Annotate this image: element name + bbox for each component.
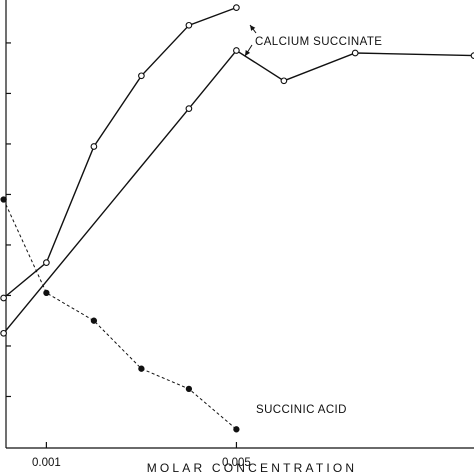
annotation-calcium-succinate: CALCIUM SUCCINATE: [255, 36, 382, 48]
series-line: [3, 199, 237, 430]
data-point: [185, 105, 193, 112]
data-point: [0, 294, 7, 302]
annotation-succinic-acid: SUCCINIC ACID: [256, 404, 347, 416]
data-point: [470, 52, 474, 59]
data-point: [0, 196, 7, 203]
y-ticks: [6, 42, 11, 398]
x-tick-label: 0.001: [32, 457, 61, 469]
data-point: [43, 289, 50, 297]
data-point: [233, 426, 240, 433]
axes: [5, 0, 474, 449]
series-line: [3, 49, 474, 334]
data-point: [138, 72, 145, 80]
series-1: [0, 47, 474, 337]
data-point: [0, 329, 7, 337]
data-point: [90, 143, 98, 150]
data-point: [233, 4, 240, 11]
series-line: [3, 6, 237, 299]
data-point: [351, 49, 359, 57]
x-ticks: 0.001 0.005: [32, 442, 251, 469]
annotation-layer: CALCIUM SUCCINATE SUCCINIC ACID: [244, 24, 382, 416]
x-tick-label: 0.005: [222, 457, 251, 469]
data-point: [90, 317, 98, 324]
data-point: [233, 47, 240, 54]
series-layer: [0, 4, 474, 433]
data-point: [138, 365, 145, 372]
data-point: [185, 21, 193, 29]
data-point: [43, 259, 50, 266]
series-2: [0, 196, 240, 433]
series-0: [0, 4, 240, 302]
data-point: [185, 385, 193, 393]
pointer-upper-head: [250, 25, 256, 31]
pointer-lower-head: [245, 50, 251, 56]
data-point: [280, 77, 288, 85]
x-axis-label: MOLAR CONCENTRATION: [147, 461, 358, 474]
